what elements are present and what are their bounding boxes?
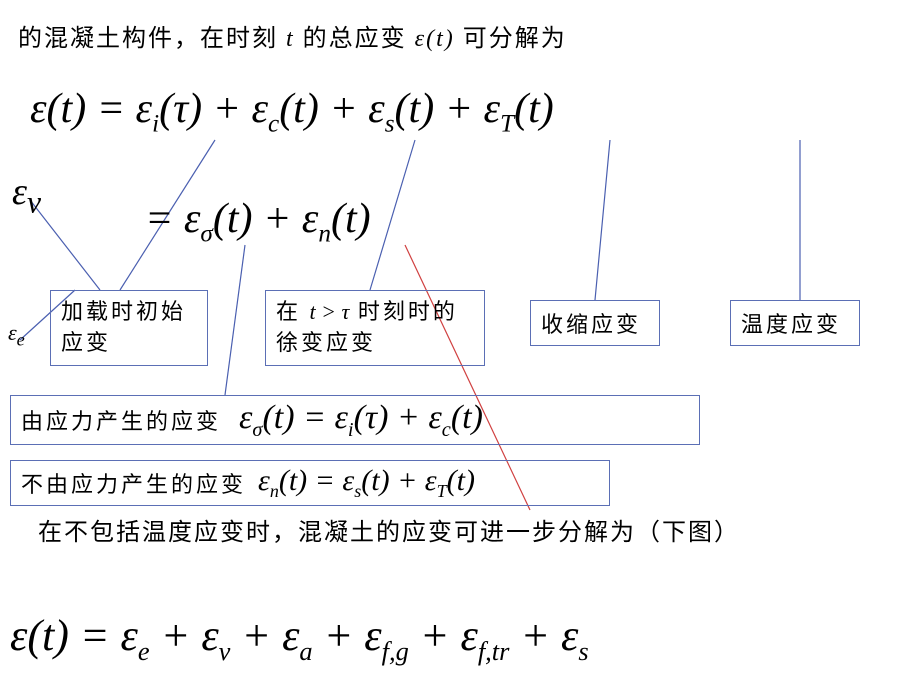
box-nonstress-strain: 不由应力产生的应变 εn(t) = εs(t) + εT(t) bbox=[10, 460, 610, 506]
intro-text: 的混凝土构件，在时刻 t 的总应变 ε(t) 可分解为 bbox=[18, 18, 567, 53]
intro-t: t bbox=[286, 26, 295, 52]
equation-2: = εσ(t) + εn(t) bbox=[145, 195, 371, 248]
box-initial-strain: 加载时初始应变 bbox=[50, 290, 208, 366]
intro-eps-t: ε(t) bbox=[415, 26, 455, 52]
equation-3: εσ(t) = εi(τ) + εc(t) bbox=[239, 399, 483, 442]
box-temperature-strain: 温度应变 bbox=[730, 300, 860, 346]
box6-label: 不由应力产生的应变 bbox=[21, 467, 246, 499]
box-shrinkage-strain: 收缩应变 bbox=[530, 300, 660, 346]
equation-4: εn(t) = εs(t) + εT(t) bbox=[258, 464, 475, 502]
intro-pre: 的混凝土构件，在时刻 bbox=[18, 26, 278, 52]
box-creep-strain: 在 t > τ 时刻时的徐变应变 bbox=[265, 290, 485, 366]
equation-1: ε(t) = εi(τ) + εc(t) + εs(t) + εT(t) bbox=[30, 85, 554, 138]
intro-post: 可分解为 bbox=[463, 26, 567, 52]
equation-5: ε(t) = εe + εv + εa + εf,g + εf,tr + εs bbox=[10, 610, 589, 667]
intro-mid: 的总应变 bbox=[303, 26, 415, 52]
paragraph-2: 在不包括温度应变时，混凝土的应变可进一步分解为（下图） bbox=[38, 515, 908, 551]
box2-cond: t > τ bbox=[310, 299, 350, 324]
box5-label: 由应力产生的应变 bbox=[21, 404, 221, 436]
epsilon-e-label: εe bbox=[8, 320, 25, 350]
epsilon-v-label: εv bbox=[12, 170, 41, 221]
box-stress-strain: 由应力产生的应变 εσ(t) = εi(τ) + εc(t) bbox=[10, 395, 700, 445]
box2-pre: 在 bbox=[276, 299, 310, 324]
